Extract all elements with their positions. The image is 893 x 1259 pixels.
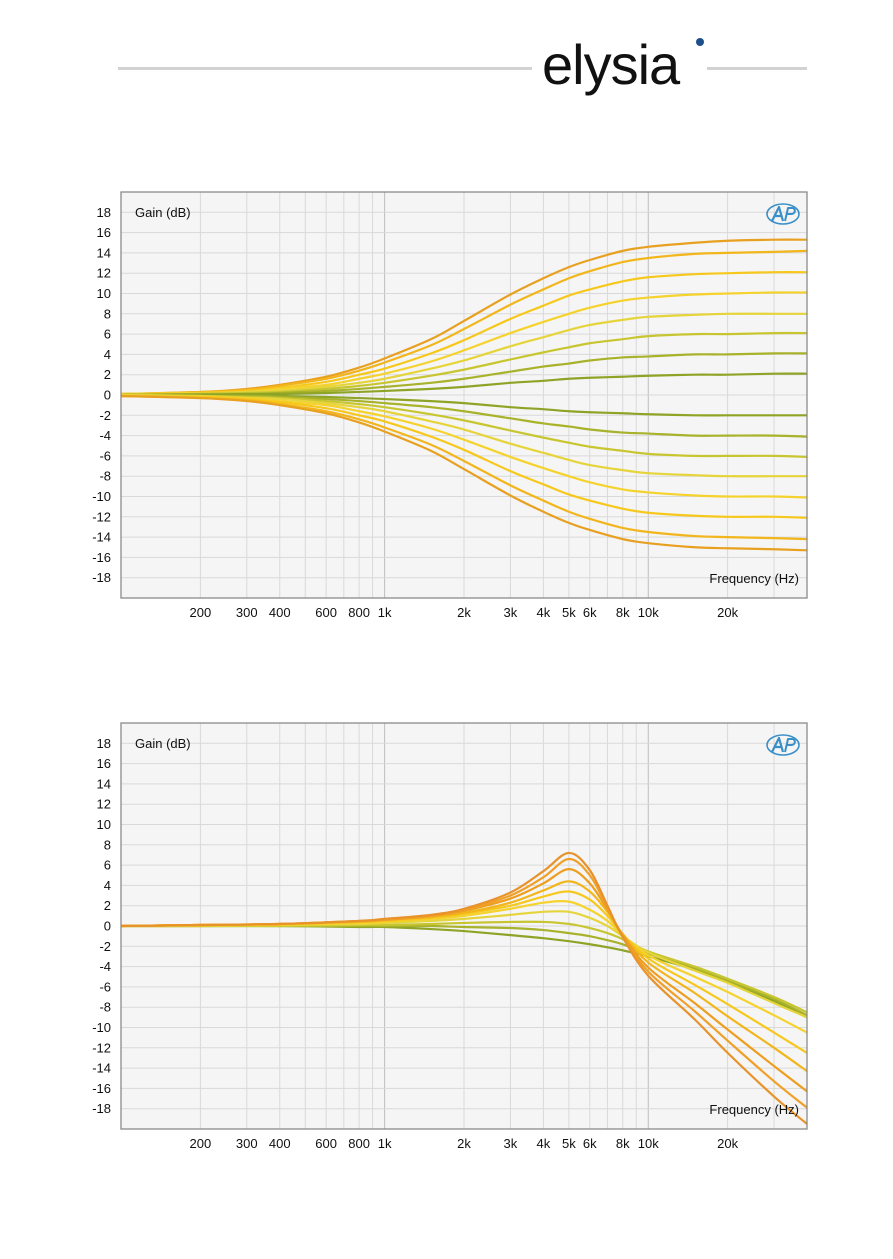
x-tick-label: 300 bbox=[236, 605, 258, 620]
y-tick-label: 0 bbox=[104, 388, 111, 403]
x-tick-label: 20k bbox=[717, 605, 738, 620]
y-tick-label: -14 bbox=[92, 1061, 111, 1076]
y-tick-label: -16 bbox=[92, 1081, 111, 1096]
series-line-12 bbox=[121, 393, 807, 478]
y-tick-label: 14 bbox=[97, 776, 111, 791]
y-tick-label: -4 bbox=[99, 428, 111, 443]
y-tick-label: 16 bbox=[97, 756, 111, 771]
x-tick-label: 800 bbox=[348, 605, 370, 620]
y-tick-label: -10 bbox=[92, 1020, 111, 1035]
y-tick-label: 4 bbox=[104, 878, 111, 893]
series-group bbox=[121, 238, 807, 552]
series-line-4 bbox=[121, 291, 807, 396]
y-tick-label: 10 bbox=[97, 817, 111, 832]
y-tick-label: 2 bbox=[104, 367, 111, 382]
y-tick-label: 14 bbox=[97, 245, 111, 260]
y-tick-label: 18 bbox=[97, 736, 111, 751]
x-tick-label: 2k bbox=[457, 605, 471, 620]
series-line-10 bbox=[121, 851, 807, 1126]
y-tick-label: -12 bbox=[92, 509, 111, 524]
x-tick-label: 600 bbox=[315, 605, 337, 620]
y-axis-label: Gain (dB) bbox=[135, 205, 191, 220]
y-tick-label: -14 bbox=[92, 530, 111, 545]
header-rule-left bbox=[118, 67, 532, 70]
y-tick-label: 8 bbox=[104, 306, 111, 321]
x-tick-label: 10k bbox=[638, 1136, 659, 1151]
y-tick-label: 4 bbox=[104, 347, 111, 362]
logo-dot-icon bbox=[696, 38, 704, 46]
y-tick-label: 12 bbox=[97, 797, 111, 812]
y-tick-label: 6 bbox=[104, 327, 111, 342]
y-tick-label: -2 bbox=[99, 939, 111, 954]
x-tick-label: 400 bbox=[269, 1136, 291, 1151]
y-tick-label: -18 bbox=[92, 1101, 111, 1116]
series-line-14 bbox=[121, 394, 807, 519]
x-tick-label: 6k bbox=[583, 605, 597, 620]
header-rule-right bbox=[707, 67, 807, 70]
y-tick-label: 2 bbox=[104, 898, 111, 913]
x-tick-label: 1k bbox=[378, 1136, 392, 1151]
y-tick-label: -6 bbox=[99, 448, 111, 463]
x-tick-label: 8k bbox=[616, 605, 630, 620]
y-tick-label: -4 bbox=[99, 959, 111, 974]
x-tick-label: 5k bbox=[562, 1136, 576, 1151]
logo-wordmark: elysia bbox=[542, 33, 680, 96]
x-tick-label: 1k bbox=[378, 605, 392, 620]
plot-frame bbox=[120, 191, 808, 599]
y-tick-label: -18 bbox=[92, 570, 111, 585]
x-tick-label: 3k bbox=[504, 605, 518, 620]
y-tick-label: 10 bbox=[97, 286, 111, 301]
y-tick-label: -12 bbox=[92, 1040, 111, 1055]
x-tick-label: 400 bbox=[269, 605, 291, 620]
y-tick-label: -10 bbox=[92, 489, 111, 504]
x-tick-label: 10k bbox=[638, 605, 659, 620]
x-tick-label: 200 bbox=[190, 1136, 212, 1151]
eq-chart-bell: 18 16 14 12 10 8 6 4 2 0 -2 -4 -6 -8 -10 -12 -14 -16 -18 20… bbox=[92, 722, 808, 1151]
y-tick-label: 12 bbox=[97, 266, 111, 281]
x-tick-label: 8k bbox=[616, 1136, 630, 1151]
y-tick-label: -16 bbox=[92, 550, 111, 565]
x-tick-label: 4k bbox=[536, 605, 550, 620]
y-tick-label: 16 bbox=[97, 225, 111, 240]
series-line-16 bbox=[121, 394, 807, 552]
series-group bbox=[121, 851, 807, 1126]
y-tick-label: -2 bbox=[99, 408, 111, 423]
y-tick-label: 0 bbox=[104, 919, 111, 934]
y-axis-label: Gain (dB) bbox=[135, 736, 191, 751]
x-tick-label: 20k bbox=[717, 1136, 738, 1151]
elysia-logo: elysia bbox=[542, 32, 707, 102]
ap-logo-icon bbox=[766, 734, 800, 756]
y-tick-label: -8 bbox=[99, 1000, 111, 1015]
x-tick-label: 600 bbox=[315, 1136, 337, 1151]
x-tick-label: 6k bbox=[583, 1136, 597, 1151]
ap-logo-icon bbox=[766, 203, 800, 225]
y-tick-label: 6 bbox=[104, 858, 111, 873]
eq-chart-shelf: 18 16 14 12 10 8 6 4 2 0 -2 -4 -6 -8 -10 -12 -14 -16 -18 20… bbox=[92, 191, 808, 620]
y-tick-label: 18 bbox=[97, 205, 111, 220]
x-axis-label: Frequency (Hz) bbox=[709, 571, 799, 586]
series-line-2 bbox=[121, 249, 807, 396]
x-tick-label: 4k bbox=[536, 1136, 550, 1151]
x-tick-label: 2k bbox=[457, 1136, 471, 1151]
y-tick-label: -6 bbox=[99, 979, 111, 994]
x-tick-label: 300 bbox=[236, 1136, 258, 1151]
y-tick-label: 8 bbox=[104, 837, 111, 852]
series-line-8 bbox=[121, 372, 807, 397]
x-tick-label: 3k bbox=[504, 1136, 518, 1151]
x-tick-label: 5k bbox=[562, 605, 576, 620]
y-tick-label: -8 bbox=[99, 469, 111, 484]
x-axis-label: Frequency (Hz) bbox=[709, 1102, 799, 1117]
x-tick-label: 800 bbox=[348, 1136, 370, 1151]
plot-frame bbox=[120, 722, 808, 1130]
x-tick-label: 200 bbox=[190, 605, 212, 620]
